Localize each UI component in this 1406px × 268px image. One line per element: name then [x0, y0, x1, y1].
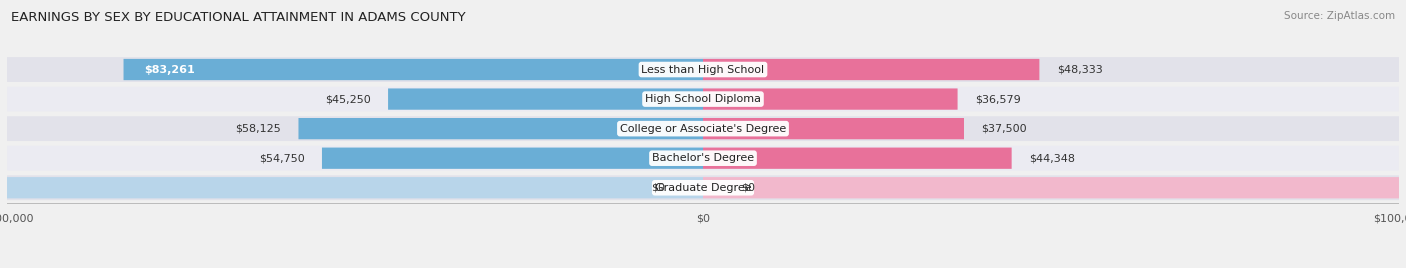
Text: Less than High School: Less than High School: [641, 65, 765, 75]
FancyBboxPatch shape: [7, 177, 703, 198]
FancyBboxPatch shape: [124, 59, 703, 80]
FancyBboxPatch shape: [298, 118, 703, 139]
FancyBboxPatch shape: [322, 148, 703, 169]
FancyBboxPatch shape: [7, 57, 1399, 82]
FancyBboxPatch shape: [7, 87, 1399, 111]
Text: $45,250: $45,250: [325, 94, 371, 104]
Text: $0: $0: [741, 183, 755, 193]
Text: $54,750: $54,750: [259, 153, 305, 163]
Text: $0: $0: [651, 183, 665, 193]
Text: $83,261: $83,261: [145, 65, 195, 75]
FancyBboxPatch shape: [388, 88, 703, 110]
FancyBboxPatch shape: [703, 59, 1039, 80]
FancyBboxPatch shape: [7, 146, 1399, 171]
Text: Source: ZipAtlas.com: Source: ZipAtlas.com: [1284, 11, 1395, 21]
Text: $48,333: $48,333: [1057, 65, 1102, 75]
FancyBboxPatch shape: [703, 88, 957, 110]
Text: $44,348: $44,348: [1029, 153, 1076, 163]
Text: $36,579: $36,579: [974, 94, 1021, 104]
FancyBboxPatch shape: [7, 175, 1399, 200]
FancyBboxPatch shape: [703, 177, 1399, 198]
Text: High School Diploma: High School Diploma: [645, 94, 761, 104]
FancyBboxPatch shape: [703, 148, 1012, 169]
Text: College or Associate's Degree: College or Associate's Degree: [620, 124, 786, 134]
Text: $37,500: $37,500: [981, 124, 1026, 134]
Text: Graduate Degree: Graduate Degree: [655, 183, 751, 193]
Text: Bachelor's Degree: Bachelor's Degree: [652, 153, 754, 163]
FancyBboxPatch shape: [703, 118, 965, 139]
FancyBboxPatch shape: [7, 116, 1399, 141]
Text: $58,125: $58,125: [235, 124, 281, 134]
Text: EARNINGS BY SEX BY EDUCATIONAL ATTAINMENT IN ADAMS COUNTY: EARNINGS BY SEX BY EDUCATIONAL ATTAINMEN…: [11, 11, 465, 24]
